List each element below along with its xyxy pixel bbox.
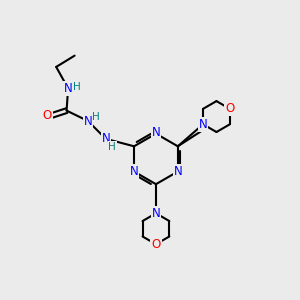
Text: H: H [73,82,81,92]
Text: N: N [152,207,160,220]
Text: H: H [92,112,100,122]
Text: H: H [109,142,116,152]
Text: N: N [84,115,92,128]
Text: N: N [173,165,182,178]
Text: O: O [151,238,160,251]
Text: N: N [64,82,73,95]
Text: O: O [225,102,235,115]
Text: N: N [199,118,208,131]
Text: N: N [130,165,138,178]
Text: N: N [152,126,160,139]
Text: N: N [101,132,110,146]
Text: O: O [43,110,52,122]
